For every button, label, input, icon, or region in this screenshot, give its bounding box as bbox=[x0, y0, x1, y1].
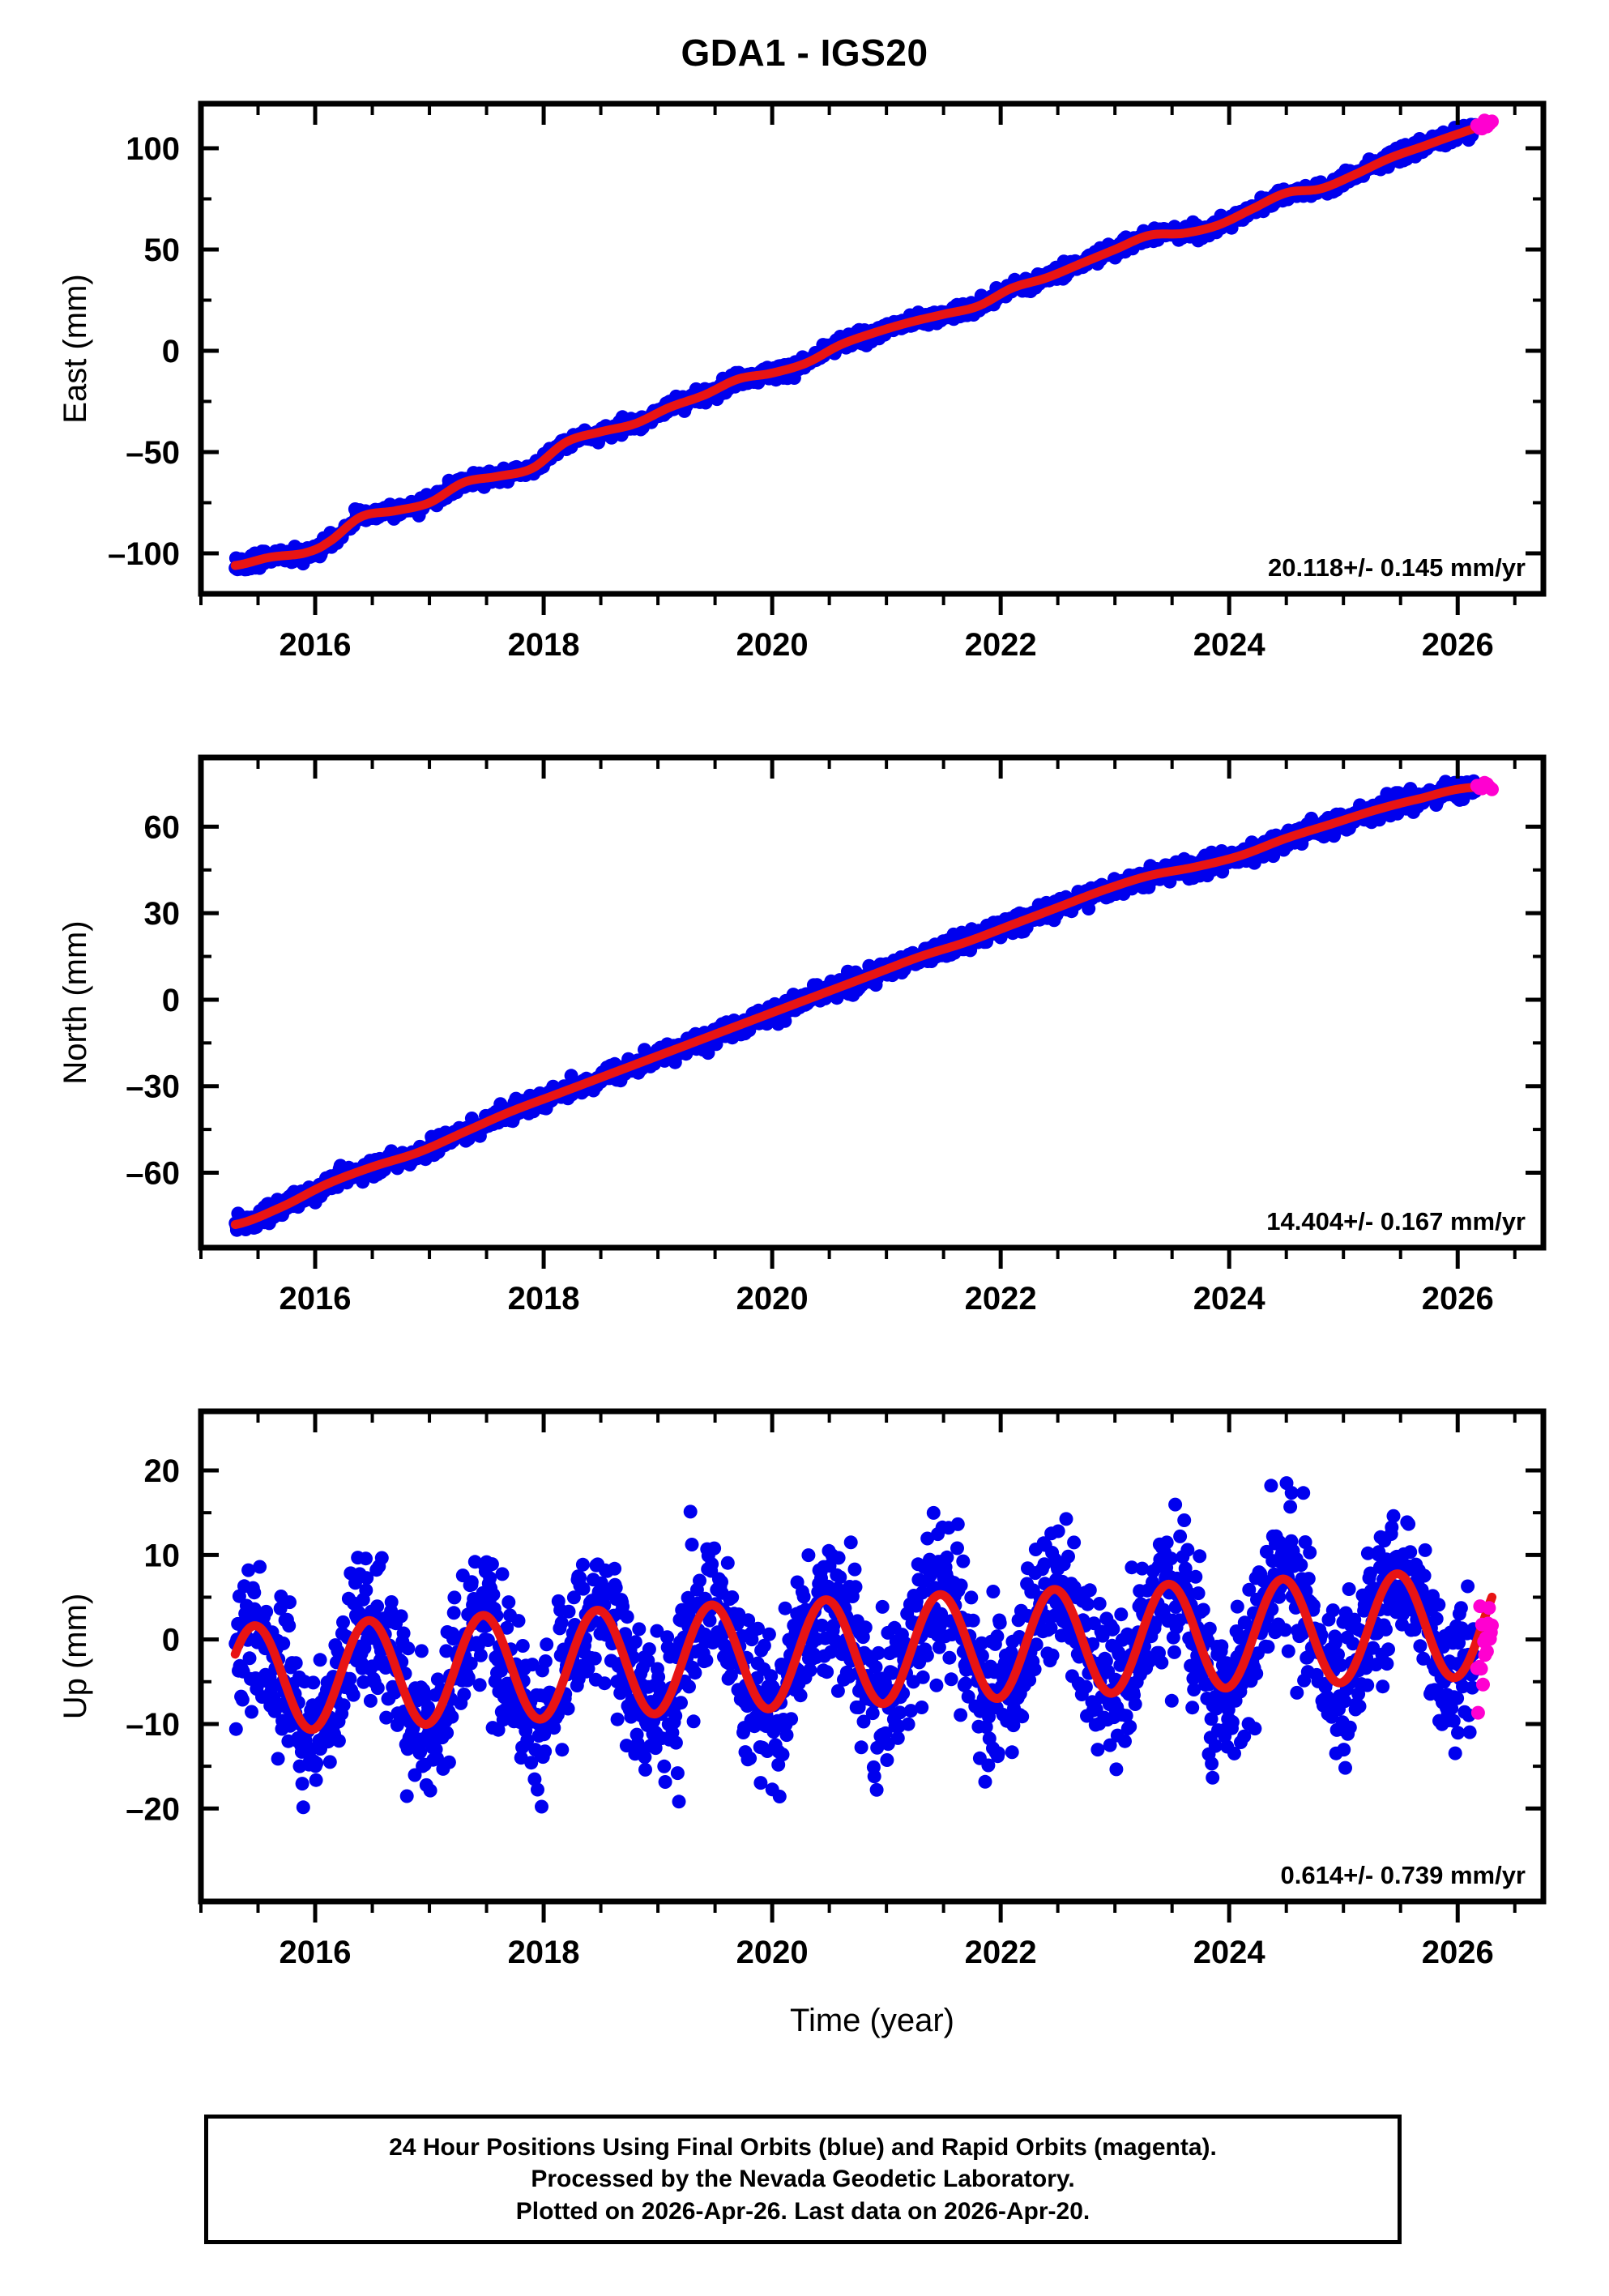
data-layer-north bbox=[228, 774, 1499, 1237]
y-tick-label: –50 bbox=[126, 435, 180, 471]
footer-caption-box: 24 Hour Positions Using Final Orbits (bl… bbox=[204, 2115, 1402, 2244]
x-tick-label: 2022 bbox=[965, 1281, 1037, 1317]
y-tick-label: 0 bbox=[162, 1623, 180, 1658]
x-tick-label: 2022 bbox=[965, 627, 1037, 663]
x-axis-title: Time (year) bbox=[790, 2003, 954, 2038]
x-tick-label: 2026 bbox=[1422, 627, 1494, 663]
y-tick-label: –20 bbox=[126, 1791, 180, 1827]
y-tick-label: 60 bbox=[144, 809, 181, 845]
footer-line-1: 24 Hour Positions Using Final Orbits (bl… bbox=[389, 2133, 1217, 2161]
footer-line-3: Plotted on 2026-Apr-26. Last data on 202… bbox=[515, 2197, 1090, 2225]
x-tick-label: 2018 bbox=[508, 1935, 580, 1970]
y-tick-label: –100 bbox=[108, 536, 180, 572]
x-tick-label: 2016 bbox=[280, 1935, 352, 1970]
x-tick-label: 2020 bbox=[736, 1935, 809, 1970]
footer-line-2: Processed by the Nevada Geodetic Laborat… bbox=[531, 2166, 1075, 2193]
x-tick-label: 2016 bbox=[280, 627, 352, 663]
x-tick-label: 2020 bbox=[736, 1281, 809, 1317]
rate-annotation-north: 14.404+/- 0.167 mm/yr bbox=[1266, 1207, 1526, 1235]
x-tick-label: 2020 bbox=[736, 627, 809, 663]
model-fit-line-north bbox=[230, 782, 1497, 1230]
final-orbit-points-north bbox=[228, 774, 1483, 1237]
x-tick-label: 2024 bbox=[1193, 1281, 1266, 1317]
x-tick-label: 2016 bbox=[280, 1281, 352, 1317]
panel-up: 20 10 0 –10 –20 2016 2018 2020 2022 2024 2026 Up (m… bbox=[58, 1408, 1547, 1970]
y-tick-label: 50 bbox=[144, 233, 181, 268]
model-fit-line-east bbox=[230, 119, 1497, 570]
y-tick-label: 100 bbox=[126, 131, 180, 167]
x-tick-label: 2024 bbox=[1193, 1935, 1266, 1970]
x-axis-north: 2016 2018 2020 2022 2024 2026 bbox=[199, 758, 1517, 1317]
panel-east: 100 50 0 –50 –100 2016 2018 2020 2022 2024 2026 Eas… bbox=[58, 100, 1547, 663]
x-tick-label: 2026 bbox=[1422, 1935, 1494, 1970]
data-layer-east bbox=[228, 113, 1499, 577]
y-axis-title-up: Up (mm) bbox=[58, 1594, 93, 1720]
y-axis-up: 20 10 0 –10 –20 bbox=[126, 1453, 1543, 1827]
axes-frame-north bbox=[198, 754, 1547, 1251]
rate-annotation-up: 0.614+/- 0.739 mm/yr bbox=[1281, 1861, 1526, 1889]
panel-north: 60 30 0 –30 –60 2016 2018 2020 2022 2024 2026 North… bbox=[58, 754, 1547, 1317]
rapid-orbit-points-east bbox=[1470, 113, 1499, 136]
y-axis-north: 60 30 0 –30 –60 bbox=[126, 809, 1543, 1191]
y-tick-label: 0 bbox=[162, 983, 180, 1018]
rate-annotation-east: 20.118+/- 0.145 mm/yr bbox=[1268, 553, 1526, 582]
rapid-orbit-points-north bbox=[1470, 775, 1499, 796]
page-title: GDA1 - IGS20 bbox=[681, 32, 928, 74]
y-tick-label: 0 bbox=[162, 334, 180, 369]
y-tick-label: –10 bbox=[126, 1707, 180, 1743]
y-axis-title-north: North (mm) bbox=[58, 920, 93, 1084]
x-tick-label: 2024 bbox=[1193, 627, 1266, 663]
x-tick-label: 2018 bbox=[508, 1281, 580, 1317]
y-tick-label: –30 bbox=[126, 1069, 180, 1105]
x-tick-label: 2026 bbox=[1422, 1281, 1494, 1317]
y-tick-label: –60 bbox=[126, 1155, 180, 1191]
y-tick-label: 20 bbox=[144, 1453, 181, 1489]
x-tick-label: 2022 bbox=[965, 1935, 1037, 1970]
x-axis-up: 2016 2018 2020 2022 2024 2026 bbox=[199, 1411, 1517, 1970]
x-tick-label: 2018 bbox=[508, 627, 580, 663]
data-layer-up bbox=[228, 1476, 1499, 1815]
y-axis-east: 100 50 0 –50 –100 bbox=[108, 131, 1543, 572]
axes-frame-up bbox=[198, 1408, 1547, 1905]
model-fit-line-up bbox=[230, 1569, 1497, 1735]
y-tick-label: 30 bbox=[144, 896, 181, 932]
rapid-orbit-points-up bbox=[1470, 1599, 1499, 1720]
y-axis-title-east: East (mm) bbox=[58, 274, 93, 423]
y-tick-label: 10 bbox=[144, 1538, 181, 1573]
x-axis-east: 2016 2018 2020 2022 2024 2026 bbox=[199, 104, 1517, 663]
